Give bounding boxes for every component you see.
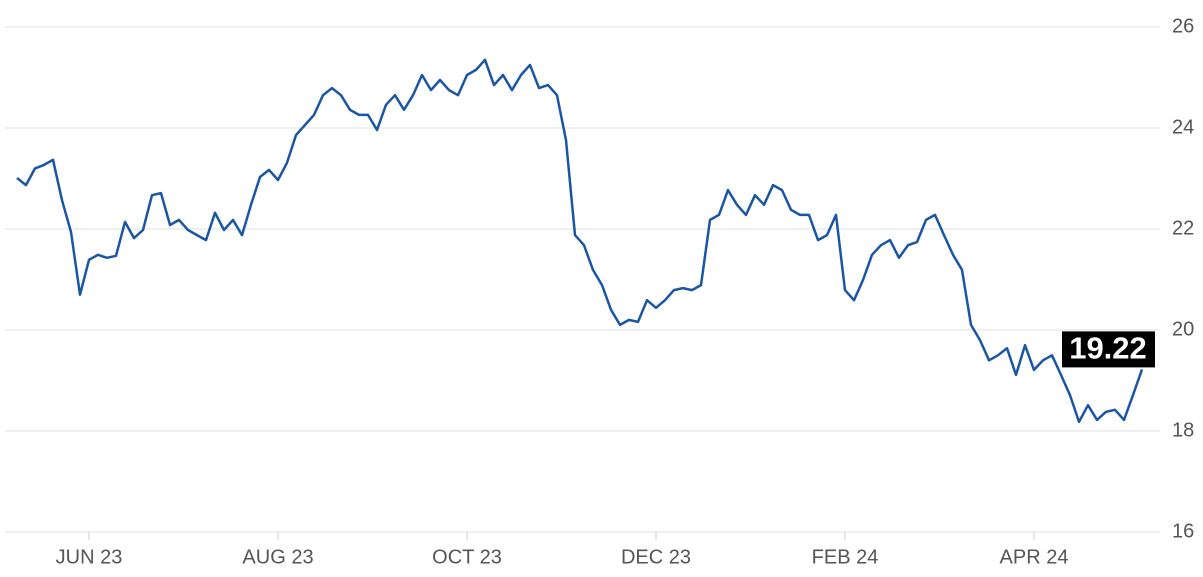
y-tick-label: 24 xyxy=(1172,116,1194,138)
x-tick-label: JUN 23 xyxy=(56,546,123,568)
y-tick-label: 22 xyxy=(1172,217,1194,239)
x-tick-label: AUG 23 xyxy=(242,546,313,568)
price-line xyxy=(16,58,1144,424)
y-tick-label: 20 xyxy=(1172,318,1194,340)
x-tick-label: APR 24 xyxy=(1000,546,1069,568)
y-tick-label: 18 xyxy=(1172,419,1194,441)
last-value-label: 19.22 xyxy=(1069,331,1147,366)
x-tick-label: FEB 24 xyxy=(812,546,879,568)
last-value-box xyxy=(1062,331,1155,368)
x-tick-label: DEC 23 xyxy=(621,546,691,568)
x-tick-label: OCT 23 xyxy=(432,546,502,568)
y-tick-label: 26 xyxy=(1172,15,1194,37)
y-tick-label: 16 xyxy=(1172,520,1194,542)
